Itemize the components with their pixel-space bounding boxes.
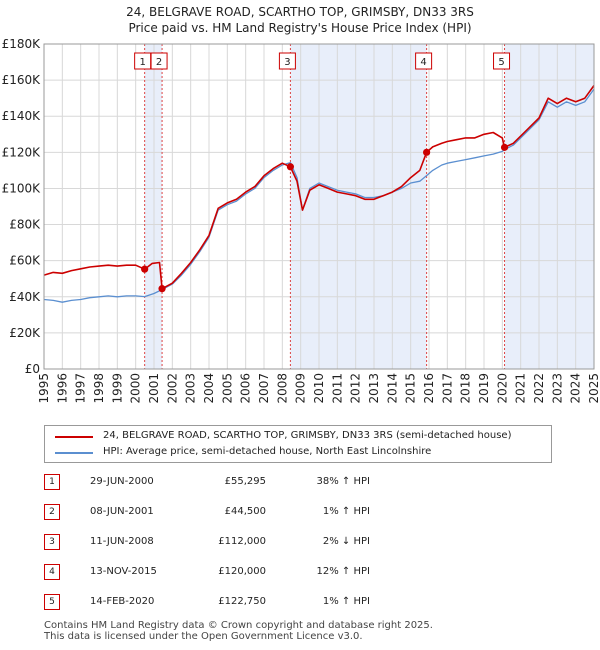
- y-tick-label: £0: [25, 362, 40, 376]
- sale-1-label: 1: [139, 57, 145, 68]
- x-tick-label: 2008: [275, 373, 289, 404]
- sale-2-point: [158, 285, 166, 293]
- x-tick-label: 2012: [349, 373, 363, 404]
- x-tick-label: 1997: [74, 373, 88, 404]
- sale-3-point: [286, 163, 294, 171]
- x-tick-label: 2015: [404, 373, 418, 404]
- sale-hpi-diff: 1% ↑ HPI: [322, 506, 370, 517]
- y-tick-label: £180K: [2, 37, 42, 51]
- legend-label-hpi: HPI: Average price, semi-detached house,…: [103, 446, 432, 457]
- y-tick-label: £120K: [2, 145, 42, 159]
- chart-subtitle: Price paid vs. HM Land Registry's House …: [128, 21, 472, 35]
- x-tick-label: 1999: [110, 373, 124, 404]
- x-tick-label: 2020: [495, 373, 509, 404]
- x-tick-label: 2017: [440, 373, 454, 404]
- sale-hpi-diff: 12% ↑ HPI: [316, 566, 370, 577]
- sale-price: £122,750: [218, 596, 266, 607]
- sale-date: 08-JUN-2001: [90, 506, 154, 517]
- x-tick-label: 2018: [459, 373, 473, 404]
- y-tick-label: £60K: [9, 254, 41, 268]
- x-tick-label: 2011: [330, 373, 344, 404]
- x-tick-label: 2006: [239, 373, 253, 404]
- x-tick-label: 1996: [55, 373, 69, 404]
- table-row: 3 11-JUN-2008 £112,000 2% ↓ HPI: [44, 533, 464, 551]
- sale-price: £112,000: [218, 536, 266, 547]
- x-tick-label: 2024: [569, 373, 583, 404]
- x-tick-label: 2007: [257, 373, 271, 404]
- x-tick-label: 2022: [532, 373, 546, 404]
- legend: 24, BELGRAVE ROAD, SCARTHO TOP, GRIMSBY,…: [44, 425, 552, 463]
- y-tick-label: £20K: [9, 326, 41, 340]
- sale-4-label: 4: [420, 57, 426, 68]
- shaded-period: [144, 44, 163, 369]
- licence-notice: This data is licensed under the Open Gov…: [44, 631, 363, 642]
- y-tick-label: £100K: [2, 181, 42, 195]
- x-tick-label: 2023: [550, 373, 564, 404]
- sale-price: £55,295: [224, 476, 266, 487]
- x-tick-label: 2003: [184, 373, 198, 404]
- sale-date: 29-JUN-2000: [90, 476, 154, 487]
- x-tick-label: 1998: [92, 373, 106, 404]
- sale-2-label: 2: [156, 57, 162, 68]
- shaded-period: [504, 44, 594, 369]
- table-row: 1 29-JUN-2000 £55,295 38% ↑ HPI: [44, 473, 464, 491]
- y-tick-label: £160K: [2, 73, 42, 87]
- table-row: 5 14-FEB-2020 £122,750 1% ↑ HPI: [44, 593, 464, 611]
- x-tick-label: 2004: [202, 373, 216, 404]
- sale-date: 13-NOV-2015: [90, 566, 157, 577]
- x-tick-label: 2001: [147, 373, 161, 404]
- sale-price: £44,500: [224, 506, 266, 517]
- sale-number: 3: [44, 534, 60, 550]
- sale-5-label-box: [493, 52, 511, 70]
- sale-number: 4: [44, 564, 60, 580]
- x-tick-label: 2019: [477, 373, 491, 404]
- sale-4-label-box: [415, 52, 433, 70]
- x-tick-label: 2014: [385, 373, 399, 404]
- sale-3-label: 3: [284, 57, 290, 68]
- x-tick-label: 2021: [514, 373, 528, 404]
- sale-3-label-box: [278, 52, 296, 70]
- y-tick-label: £40K: [9, 290, 41, 304]
- sale-4-point: [423, 148, 431, 156]
- copyright-notice: Contains HM Land Registry data © Crown c…: [44, 620, 433, 631]
- sale-hpi-diff: 1% ↑ HPI: [322, 596, 370, 607]
- x-tick-label: 2010: [312, 373, 326, 404]
- legend-label-property: 24, BELGRAVE ROAD, SCARTHO TOP, GRIMSBY,…: [103, 430, 512, 441]
- sale-number: 1: [44, 474, 60, 490]
- sale-hpi-diff: 2% ↓ HPI: [322, 536, 370, 547]
- sale-price: £120,000: [218, 566, 266, 577]
- sale-5-point: [500, 143, 509, 151]
- x-tick-label: 2016: [422, 373, 436, 404]
- x-tick-label: 2000: [129, 373, 143, 404]
- sale-hpi-diff: 38% ↑ HPI: [316, 476, 370, 487]
- x-tick-label: 1995: [37, 373, 51, 404]
- sale-date: 14-FEB-2020: [90, 596, 155, 607]
- legend-swatch-property: [55, 436, 93, 438]
- x-tick-label: 2009: [294, 373, 308, 404]
- chart-title: 24, BELGRAVE ROAD, SCARTHO TOP, GRIMSBY,…: [126, 5, 474, 19]
- x-tick-label: 2025: [587, 373, 600, 404]
- y-tick-label: £140K: [2, 109, 42, 123]
- x-tick-label: 2005: [220, 373, 234, 404]
- y-tick-label: £80K: [9, 218, 41, 232]
- table-row: 4 13-NOV-2015 £120,000 12% ↑ HPI: [44, 563, 464, 581]
- sale-date: 11-JUN-2008: [90, 536, 154, 547]
- sale-1-point: [141, 265, 149, 273]
- x-tick-label: 2013: [367, 373, 381, 404]
- table-row: 2 08-JUN-2001 £44,500 1% ↑ HPI: [44, 503, 464, 521]
- x-tick-label: 2002: [165, 373, 179, 404]
- sale-number: 5: [44, 594, 60, 610]
- legend-swatch-hpi: [55, 452, 93, 454]
- sale-number: 2: [44, 504, 60, 520]
- sale-2-label-box: [150, 52, 168, 70]
- sale-5-label: 5: [498, 57, 504, 68]
- plot-frame: [43, 43, 595, 370]
- shaded-period: [290, 44, 427, 369]
